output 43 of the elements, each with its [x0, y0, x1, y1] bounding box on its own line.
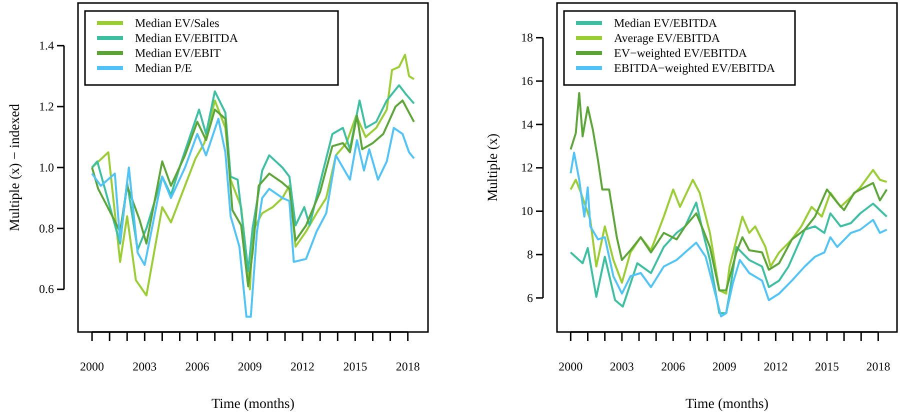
x-tick-label: 2000 — [558, 359, 583, 374]
y-tick-label: 0.6 — [39, 282, 54, 296]
x-tick-label: 2003 — [132, 359, 157, 374]
y-axis-title: Multiple (x) − indexed — [8, 104, 23, 232]
legend-label: Median EV/EBITDA — [135, 31, 238, 45]
y-tick-label: 1.0 — [39, 160, 54, 174]
legend-label: EV−weighted EV/EBITDA — [614, 46, 748, 60]
line-series — [91, 118, 415, 318]
x-tick-label: 2018 — [866, 359, 890, 374]
y-tick-label: 12 — [521, 160, 533, 175]
x-tick-label: 2006 — [661, 359, 686, 374]
y-tick-label: 6 — [527, 290, 533, 305]
x-tick-label: 2015 — [814, 359, 839, 374]
x-axis-title: Time (months) — [685, 397, 769, 412]
line-series — [570, 168, 888, 295]
legend-label: Median EV/EBITDA — [614, 16, 718, 30]
legend-label: Median EV/Sales — [135, 16, 220, 30]
legend-label: Median P/E — [135, 61, 192, 75]
line-series — [570, 152, 888, 318]
y-tick-label: 0.8 — [39, 221, 54, 236]
line-series — [570, 202, 888, 314]
x-tick-label: 2012 — [290, 359, 315, 374]
y-tick-label: 1.4 — [39, 38, 54, 52]
x-tick-label: 2003 — [610, 359, 634, 374]
y-tick-label: 8 — [527, 247, 533, 262]
y-axis-title: Multiple (x) — [486, 133, 501, 202]
legend-label: EBITDA−weighted EV/EBITDA — [614, 61, 776, 75]
y-tick-label: 14 — [521, 117, 533, 132]
x-tick-label: 2009 — [712, 359, 736, 374]
x-tick-label: 2000 — [80, 359, 104, 374]
legend-label: Average EV/EBITDA — [614, 31, 720, 45]
x-tick-label: 2009 — [238, 359, 262, 374]
y-tick-label: 10 — [521, 204, 533, 218]
x-tick-label: 2018 — [396, 359, 420, 374]
y-tick-label: 18 — [521, 30, 533, 45]
x-tick-label: 2015 — [343, 359, 368, 374]
x-tick-label: 2012 — [764, 359, 788, 374]
line-series — [570, 92, 888, 292]
legend-label: Median EV/EBIT — [135, 46, 222, 60]
y-tick-label: 16 — [521, 74, 533, 88]
x-tick-label: 2006 — [185, 359, 210, 374]
x-axis-title: Time (months) — [211, 397, 295, 412]
y-tick-label: 1.2 — [39, 99, 54, 114]
